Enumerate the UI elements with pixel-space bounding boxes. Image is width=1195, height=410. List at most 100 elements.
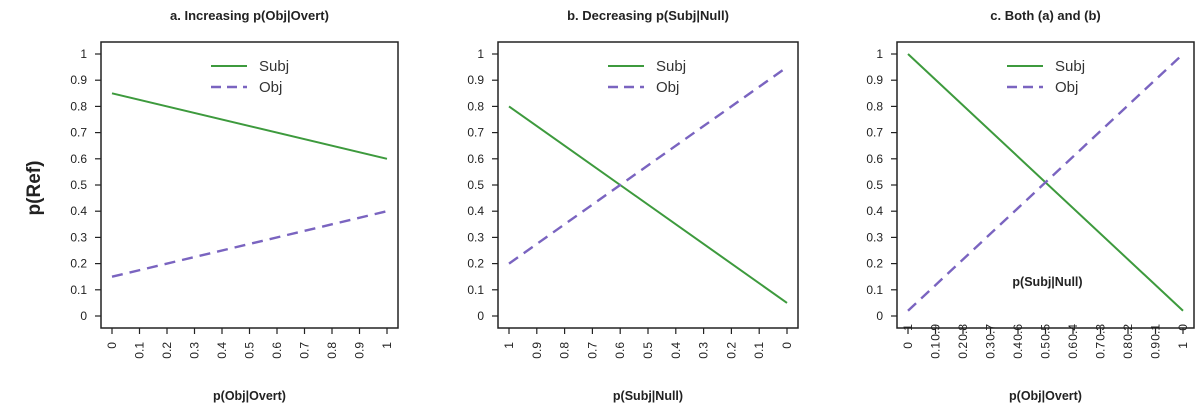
y-tick-label-1: 0.4 <box>70 204 87 218</box>
secondary-x-tick-label: 0.6 <box>1011 324 1025 341</box>
chart-title-2: b. Decreasing p(Subj|Null) <box>567 8 729 23</box>
x-tick-label-2: 0.2 <box>724 342 738 359</box>
y-tick-label-1: 0.2 <box>70 257 87 271</box>
y-tick-label-3: 0.7 <box>866 126 883 140</box>
secondary-x-tick-label: 0.2 <box>1121 324 1135 341</box>
y-tick-label-3: 0.3 <box>866 230 883 244</box>
y-tick-label-2: 0.7 <box>467 126 484 140</box>
y-tick-label-2: 0.2 <box>467 257 484 271</box>
x-tick-label-1: 0.3 <box>188 342 202 359</box>
series-line-subj-1 <box>111 92 388 160</box>
x-tick-label-2: 0.7 <box>585 342 599 359</box>
x-tick-label-2: 0 <box>780 342 794 349</box>
secondary-x-tick-label: 0.8 <box>956 324 970 341</box>
x-tick-label-3: 0.8 <box>1121 342 1135 359</box>
legend-label-obj-2: Obj <box>656 79 679 96</box>
legend-label-obj-3: Obj <box>1055 79 1078 96</box>
y-tick-label-3: 0.9 <box>866 73 883 87</box>
x-tick-label-1: 0.4 <box>215 342 229 359</box>
x-tick-label-3: 0.3 <box>984 342 998 359</box>
secondary-x-tick-label: 1 <box>901 324 915 331</box>
x-tick-label-1: 0.1 <box>133 342 147 359</box>
y-tick-label-2: 0.9 <box>467 73 484 87</box>
secondary-x-axis-label: p(Subj|Null) <box>1012 275 1082 289</box>
secondary-x-tick-label: 0.7 <box>984 324 998 341</box>
series-line-subj-2 <box>508 105 788 304</box>
x-tick-label-1: 0 <box>105 342 119 349</box>
legend-label-subj-1: Subj <box>259 58 289 75</box>
y-tick-label-1: 0.7 <box>70 126 87 140</box>
x-tick-label-1: 1 <box>380 342 394 349</box>
x-tick-label-3: 0 <box>901 342 915 349</box>
x-tick-label-2: 0.4 <box>669 342 683 359</box>
y-tick-label-3: 0.4 <box>866 204 883 218</box>
x-tick-label-2: 0.1 <box>752 342 766 359</box>
y-tick-label-3: 1 <box>876 47 883 61</box>
legend-label-subj-2: Subj <box>656 58 686 75</box>
y-tick-label-1: 0.9 <box>70 73 87 87</box>
y-tick-label-1: 1 <box>80 47 87 61</box>
x-tick-label-3: 1 <box>1176 342 1190 349</box>
y-tick-label-2: 1 <box>477 47 484 61</box>
x-tick-label-3: 0.1 <box>929 342 943 359</box>
x-tick-label-2: 0.8 <box>558 342 572 359</box>
x-tick-label-2: 0.3 <box>697 342 711 359</box>
y-axis-label: p(Ref) <box>24 161 45 216</box>
y-tick-label-2: 0.1 <box>467 283 484 297</box>
x-tick-label-3: 0.9 <box>1149 342 1163 359</box>
series-line-obj-2 <box>508 66 788 265</box>
y-tick-label-2: 0.3 <box>467 230 484 244</box>
x-tick-label-3: 0.4 <box>1011 342 1025 359</box>
legend-label-obj-1: Obj <box>259 79 282 96</box>
series-line-obj-1 <box>111 210 388 278</box>
y-tick-label-3: 0 <box>876 309 883 323</box>
y-tick-label-3: 0.8 <box>866 99 883 113</box>
x-tick-label-3: 0.2 <box>956 342 970 359</box>
y-tick-label-1: 0.6 <box>70 152 87 166</box>
y-tick-label-3: 0.6 <box>866 152 883 166</box>
series-line-obj-3 <box>907 53 1184 312</box>
y-tick-label-3: 0.5 <box>866 178 883 192</box>
x-tick-label-2: 1 <box>502 342 516 349</box>
chart-title-3: c. Both (a) and (b) <box>990 8 1101 23</box>
x-tick-label-1: 0.7 <box>298 342 312 359</box>
x-tick-label-3: 0.7 <box>1094 342 1108 359</box>
y-tick-label-2: 0.4 <box>467 204 484 218</box>
y-tick-label-1: 0 <box>80 309 87 323</box>
x-tick-label-1: 0.6 <box>270 342 284 359</box>
x-tick-label-1: 0.5 <box>243 342 257 359</box>
x-tick-label-2: 0.9 <box>530 342 544 359</box>
x-tick-label-1: 0.2 <box>160 342 174 359</box>
secondary-x-tick-label: 0.5 <box>1039 324 1053 341</box>
y-tick-label-1: 0.1 <box>70 283 87 297</box>
x-axis-label-2: p(Subj|Null) <box>613 389 683 403</box>
legend-label-subj-3: Subj <box>1055 58 1085 75</box>
secondary-x-tick-label: 0.9 <box>929 324 943 341</box>
y-tick-label-1: 0.3 <box>70 230 87 244</box>
y-tick-label-1: 0.8 <box>70 99 87 113</box>
plot-frame-2 <box>497 41 799 329</box>
y-tick-label-2: 0.5 <box>467 178 484 192</box>
x-tick-label-2: 0.6 <box>613 342 627 359</box>
x-tick-label-1: 0.8 <box>325 342 339 359</box>
x-axis-label-1: p(Obj|Overt) <box>213 389 286 403</box>
secondary-x-tick-label: 0 <box>1176 324 1190 331</box>
y-tick-label-2: 0.8 <box>467 99 484 113</box>
y-tick-label-3: 0.2 <box>866 257 883 271</box>
x-tick-label-1: 0.9 <box>353 342 367 359</box>
x-tick-label-3: 0.5 <box>1039 342 1053 359</box>
secondary-x-tick-label: 0.1 <box>1149 324 1163 341</box>
y-tick-label-2: 0 <box>477 309 484 323</box>
x-tick-label-2: 0.5 <box>641 342 655 359</box>
x-axis-label-3: p(Obj|Overt) <box>1009 389 1082 403</box>
x-tick-label-3: 0.6 <box>1066 342 1080 359</box>
y-tick-label-3: 0.1 <box>866 283 883 297</box>
y-tick-label-1: 0.5 <box>70 178 87 192</box>
chart-title-1: a. Increasing p(Obj|Overt) <box>170 8 329 23</box>
y-tick-label-2: 0.6 <box>467 152 484 166</box>
plot-frame-1 <box>100 41 399 329</box>
secondary-x-tick-label: 0.4 <box>1066 324 1080 341</box>
secondary-x-tick-label: 0.3 <box>1094 324 1108 341</box>
